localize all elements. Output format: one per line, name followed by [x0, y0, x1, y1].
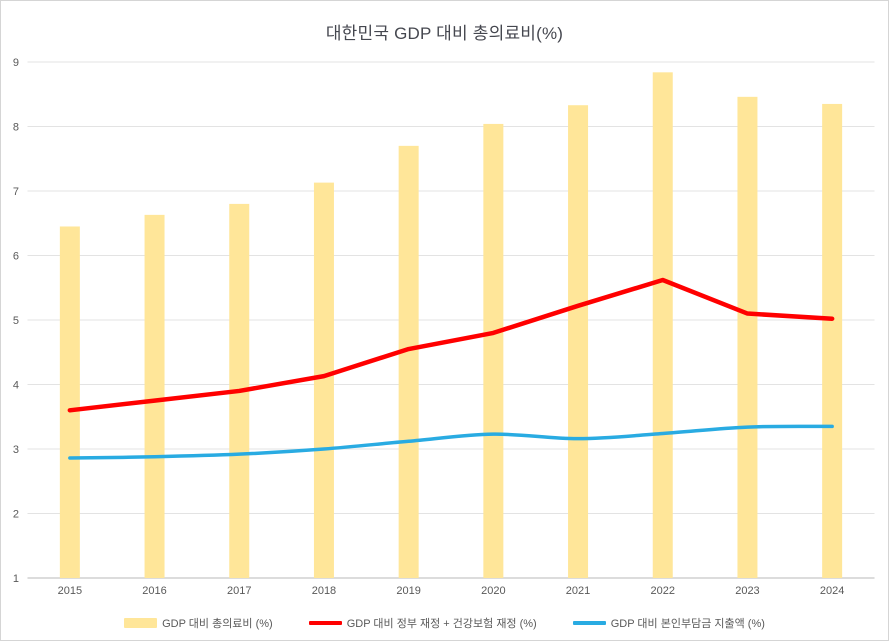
legend-line-swatch [308, 620, 342, 626]
legend: GDP 대비 총의료비 (%) GDP 대비 정부 재정 + 건강보험 재정 (%… [1, 610, 888, 636]
x-tick-label-2015: 2015 [58, 585, 82, 597]
legend-line-swatch [572, 621, 606, 625]
x-tick-label-2024: 2024 [820, 585, 844, 597]
bar-2018 [313, 182, 334, 579]
bar-2023 [737, 96, 758, 578]
legend-bar-swatch [124, 618, 158, 628]
bar-2022 [652, 72, 673, 578]
y-tick-label-6: 6 [13, 251, 19, 263]
y-tick-label-2: 2 [13, 509, 19, 521]
y-tick-label-4: 4 [13, 380, 19, 392]
y-tick-label-1: 1 [13, 573, 19, 585]
y-tick-label-5: 5 [13, 315, 19, 327]
y-tick-label-3: 3 [13, 444, 19, 456]
legend-label-2: GDP 대비 본인부담금 지출액 (%) [610, 618, 765, 630]
bar-2021 [568, 105, 589, 578]
x-tick-label-2019: 2019 [396, 585, 420, 597]
x-tick-label-2023: 2023 [735, 585, 759, 597]
line-series-1 [67, 277, 835, 413]
bar-2019 [398, 145, 419, 578]
line-series-2 [68, 424, 834, 460]
x-tick-label-2017: 2017 [227, 585, 251, 597]
legend-item-0: GDP 대비 총의료비 (%) [124, 615, 273, 631]
bar-2015 [59, 226, 80, 578]
y-tick-label-8: 8 [13, 122, 19, 134]
x-tick-label-2021: 2021 [566, 585, 590, 597]
legend-label-1: GDP 대비 정부 재정 + 건강보험 재정 (%) [346, 618, 537, 630]
bar-2024 [822, 103, 843, 579]
bar-2016 [144, 214, 165, 579]
legend-item-1: GDP 대비 정부 재정 + 건강보험 재정 (%) [308, 615, 537, 631]
legend-label-0: GDP 대비 총의료비 (%) [162, 618, 273, 630]
y-tick-label-9: 9 [13, 57, 19, 69]
x-tick-label-2016: 2016 [142, 585, 166, 597]
chart-title: 대한민국 GDP 대비 총의료비(%) [325, 24, 564, 43]
y-tick-label-7: 7 [13, 186, 19, 198]
legend-item-2: GDP 대비 본인부담금 지출액 (%) [572, 615, 765, 631]
bar-2020 [483, 123, 504, 579]
x-tick-label-2018: 2018 [312, 585, 336, 597]
x-tick-label-2022: 2022 [651, 585, 675, 597]
x-tick-label-2020: 2020 [481, 585, 505, 597]
